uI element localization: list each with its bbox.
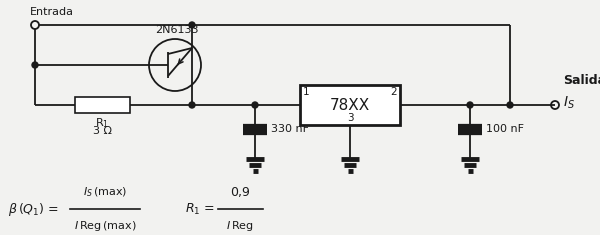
Text: $0{,}9$: $0{,}9$ — [230, 185, 250, 199]
Text: R$_1$: R$_1$ — [95, 116, 110, 130]
Text: 3 Ω: 3 Ω — [93, 126, 112, 136]
Circle shape — [507, 102, 513, 108]
Text: Entrada: Entrada — [30, 7, 74, 17]
Text: 1: 1 — [303, 87, 310, 97]
Text: 330 nF: 330 nF — [271, 124, 309, 134]
Text: $I_S$: $I_S$ — [563, 95, 575, 111]
Text: $I\,\mathrm{Reg\,(max)}$: $I\,\mathrm{Reg\,(max)}$ — [74, 219, 136, 233]
Circle shape — [467, 102, 473, 108]
Text: $\beta\,(Q_1)$ =: $\beta\,(Q_1)$ = — [8, 200, 59, 218]
Bar — [75, 97, 130, 113]
Text: 78XX: 78XX — [330, 98, 370, 113]
Circle shape — [252, 102, 258, 108]
Circle shape — [189, 102, 195, 108]
Text: 100 nF: 100 nF — [486, 124, 524, 134]
Text: 2N6133: 2N6133 — [155, 25, 199, 35]
Circle shape — [32, 62, 38, 68]
Text: 2: 2 — [391, 87, 397, 97]
Bar — [300, 85, 400, 125]
Text: $I_S\,\mathrm{(max)}$: $I_S\,\mathrm{(max)}$ — [83, 185, 127, 199]
Circle shape — [189, 22, 195, 28]
Text: 3: 3 — [347, 113, 353, 123]
Text: $R_1$ =: $R_1$ = — [185, 201, 215, 216]
Text: $I\,\mathrm{Reg}$: $I\,\mathrm{Reg}$ — [226, 219, 254, 233]
Text: Salida: Salida — [563, 74, 600, 87]
